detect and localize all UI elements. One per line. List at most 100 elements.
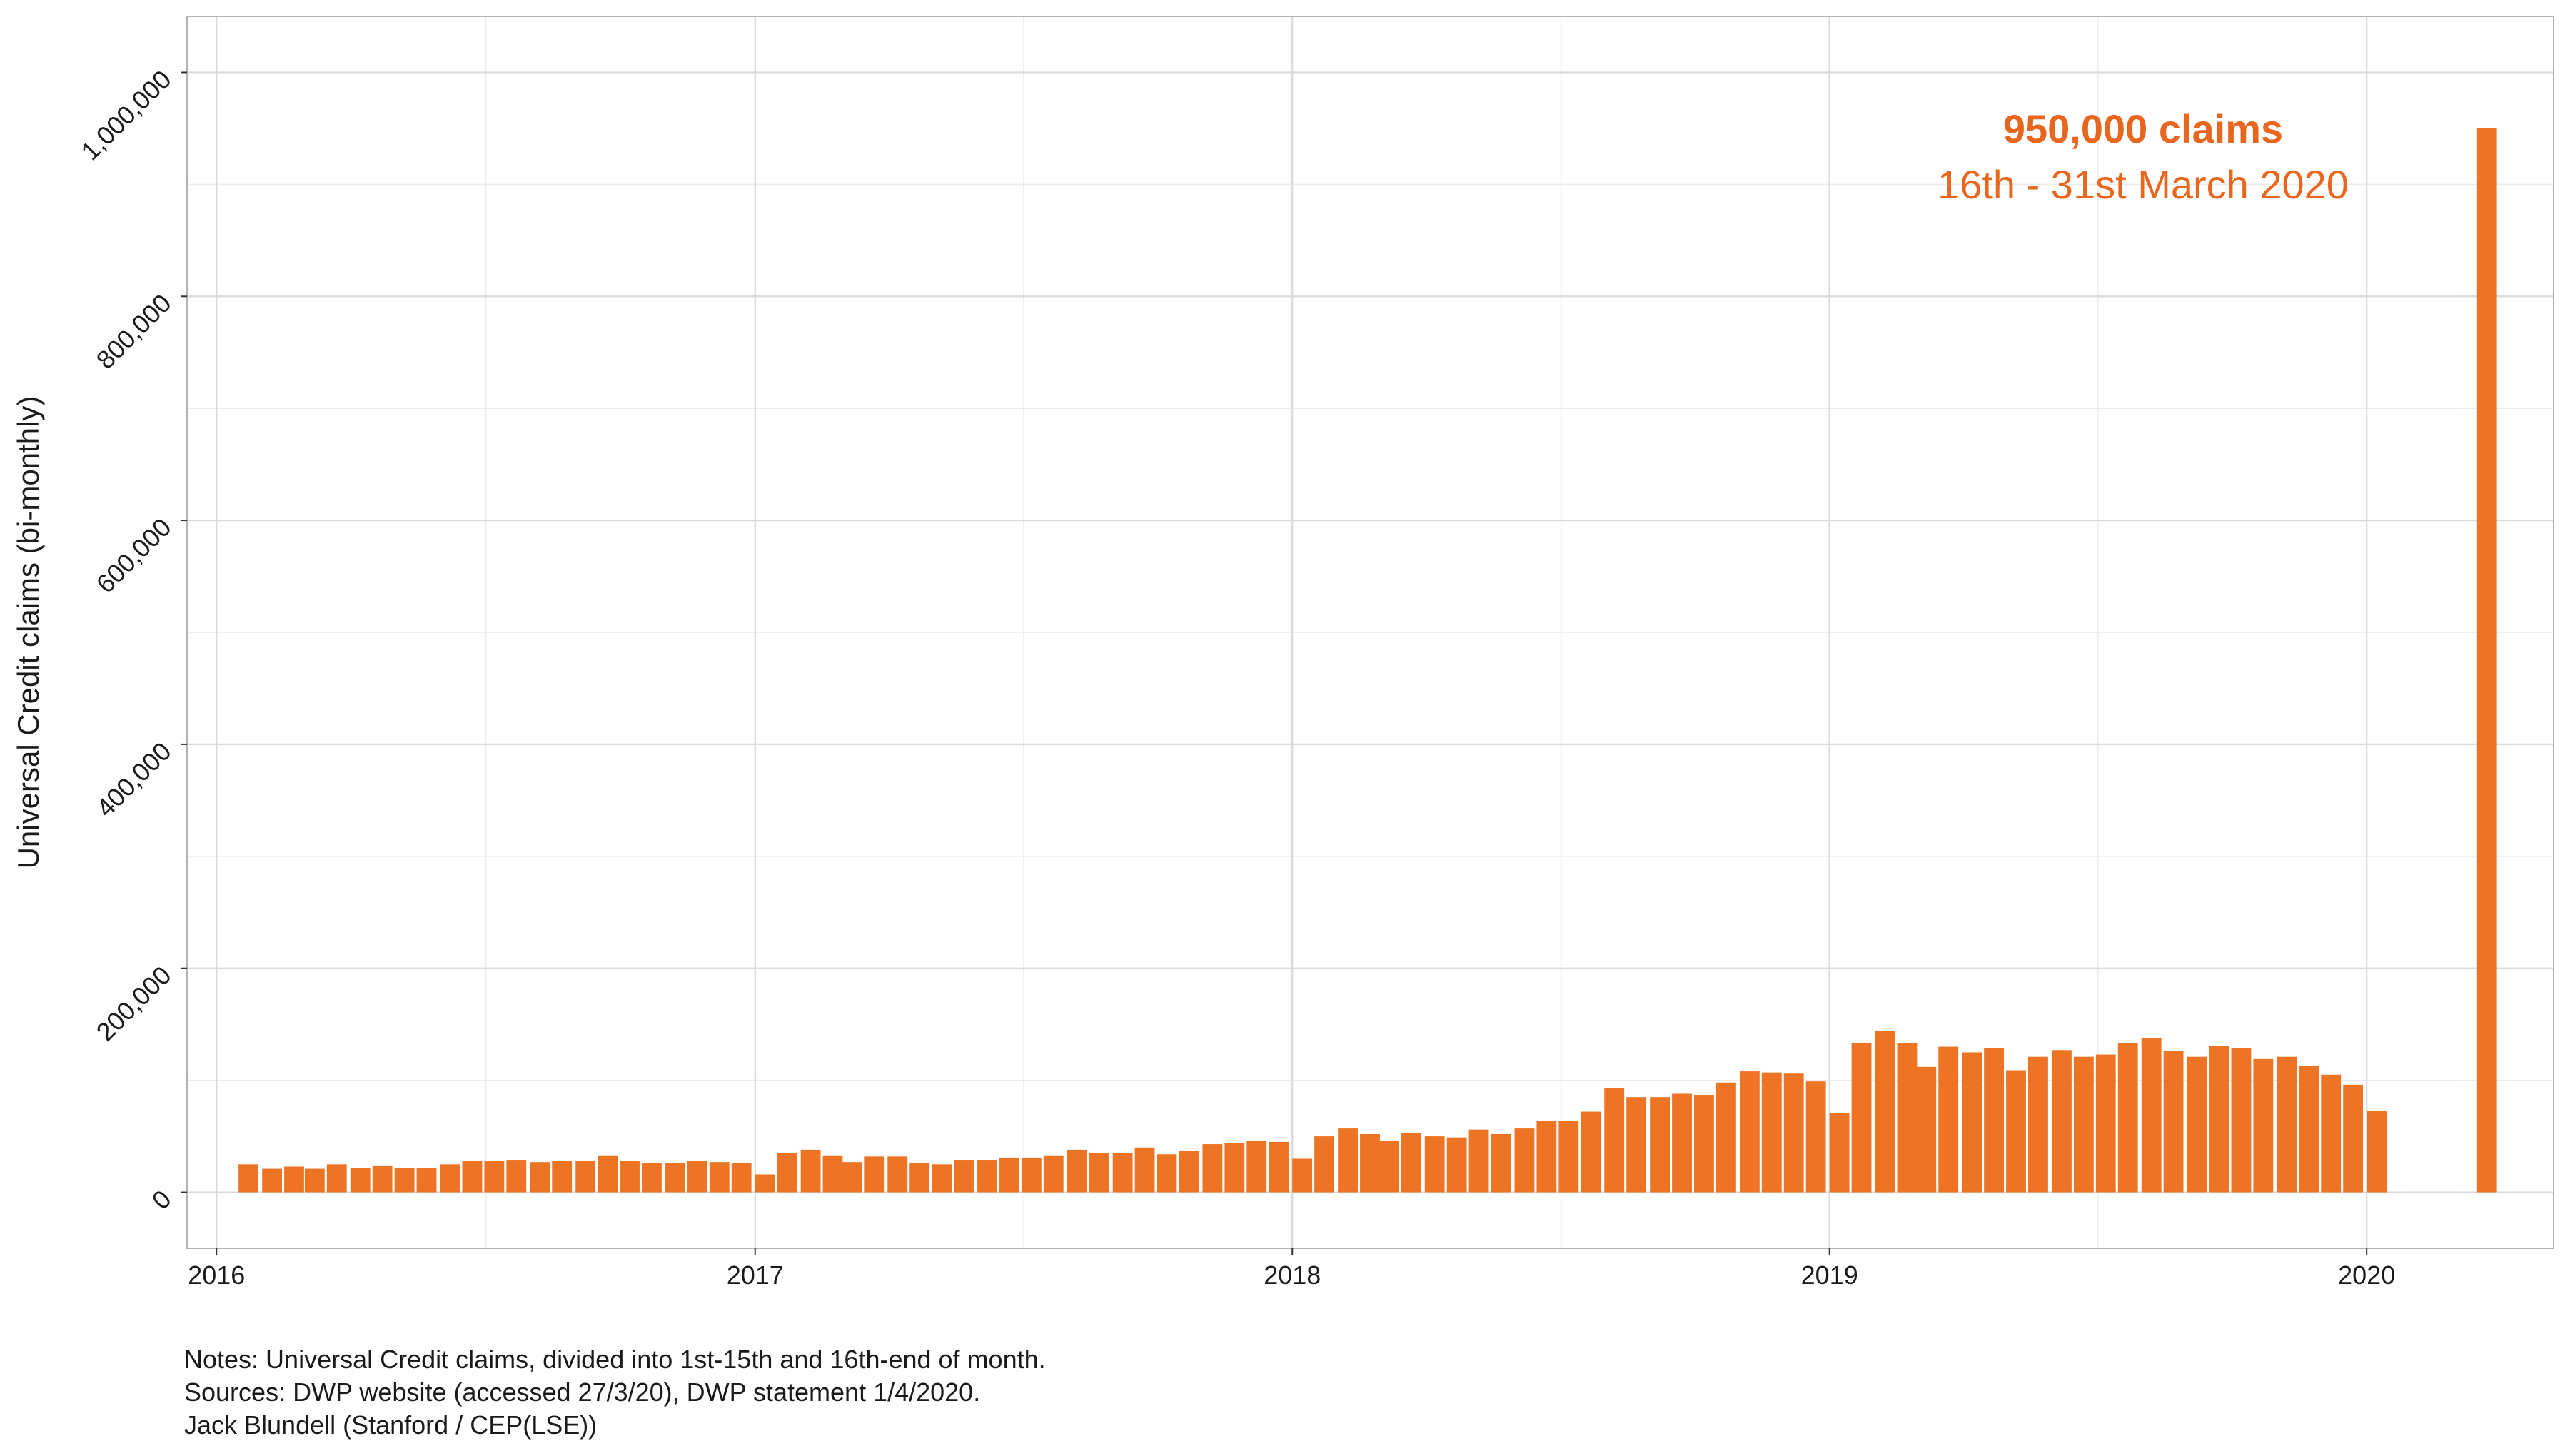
bar <box>2052 1050 2072 1193</box>
bar <box>2321 1074 2342 1193</box>
bar <box>2095 1054 2116 1193</box>
bar <box>1224 1143 1245 1193</box>
y-tick-label: 400,000 <box>91 737 177 823</box>
bar <box>687 1161 707 1193</box>
bar <box>2231 1048 2252 1193</box>
x-tick-label: 2019 <box>1801 1260 1858 1290</box>
chart-notes: Notes: Universal Credit claims, divided … <box>184 1343 1046 1442</box>
bar <box>506 1160 527 1193</box>
y-tick-label: 1,000,000 <box>75 64 176 166</box>
bar <box>1715 1082 1736 1193</box>
x-tick-label: 2020 <box>2338 1260 2395 1290</box>
bar <box>2367 1111 2387 1193</box>
y-tick-label: 200,000 <box>91 960 177 1046</box>
y-tick-label: 800,000 <box>91 288 177 375</box>
bar <box>2187 1056 2207 1193</box>
bar <box>575 1161 596 1193</box>
bar <box>755 1174 775 1193</box>
bar <box>665 1163 685 1193</box>
bar <box>1783 1073 1804 1193</box>
bar <box>2006 1070 2026 1193</box>
bar <box>284 1166 304 1193</box>
bar <box>932 1164 952 1193</box>
bar <box>2117 1043 2138 1193</box>
bar <box>304 1168 325 1193</box>
bar <box>1672 1093 1692 1193</box>
bar <box>954 1160 974 1193</box>
bar <box>1246 1141 1267 1193</box>
bar <box>394 1168 415 1193</box>
bar <box>1269 1141 1289 1193</box>
bar <box>1916 1066 1937 1193</box>
bar <box>1468 1129 1489 1193</box>
bar <box>1424 1136 1445 1193</box>
x-axis: 2016 2017 2018 2019 2020 <box>188 1248 2395 1290</box>
bar <box>2209 1045 2229 1193</box>
bar <box>1558 1121 1579 1193</box>
notes-line: Notes: Universal Credit claims, divided … <box>184 1345 1046 1374</box>
bar <box>977 1160 997 1193</box>
bar <box>238 1164 258 1193</box>
bar <box>1043 1155 1064 1193</box>
bar <box>642 1163 662 1193</box>
bar <box>350 1168 371 1193</box>
bar <box>2028 1056 2048 1193</box>
x-tick-label: 2017 <box>727 1260 784 1290</box>
bar <box>1360 1133 1380 1193</box>
bar <box>1536 1121 1557 1193</box>
minor-gridlines <box>187 16 2554 1248</box>
bar <box>1067 1149 1087 1193</box>
bar <box>598 1155 618 1193</box>
bar <box>1491 1133 1511 1193</box>
bar <box>1179 1151 1199 1193</box>
bar <box>1962 1052 1982 1193</box>
bar <box>709 1162 730 1193</box>
bar <box>262 1168 282 1193</box>
bar <box>1829 1113 1850 1193</box>
bar <box>1021 1157 1042 1193</box>
bar <box>2253 1058 2274 1193</box>
bar <box>887 1156 908 1193</box>
bar <box>530 1162 550 1193</box>
bar <box>1626 1097 1647 1193</box>
bar <box>1805 1081 1826 1193</box>
y-axis: 0 200,000 400,000 600,000 800,000 1,000,000 <box>75 64 187 1215</box>
bar <box>2073 1056 2094 1193</box>
bar <box>1446 1137 1467 1193</box>
bar <box>2476 128 2497 1193</box>
bar <box>1292 1158 1313 1193</box>
bar <box>1514 1128 1535 1193</box>
bar <box>372 1165 393 1193</box>
bar <box>1202 1144 1223 1193</box>
bar <box>2277 1056 2297 1193</box>
bar <box>822 1155 843 1193</box>
bar <box>999 1157 1019 1193</box>
bar <box>484 1161 505 1193</box>
bar <box>416 1168 437 1193</box>
author-line: Jack Blundell (Stanford / CEP(LSE)) <box>184 1410 598 1440</box>
bar <box>1112 1153 1133 1193</box>
bar <box>1401 1133 1421 1193</box>
bar <box>1604 1088 1625 1193</box>
bar <box>440 1164 460 1193</box>
sources-line: Sources: DWP website (accessed 27/3/20),… <box>184 1377 981 1407</box>
bar <box>731 1163 752 1193</box>
bar <box>1156 1154 1177 1193</box>
bar <box>1379 1141 1399 1193</box>
bar <box>1761 1072 1782 1193</box>
bar <box>1338 1128 1358 1193</box>
annotation-period: 16th - 31st March 2020 <box>1937 162 2349 207</box>
bar <box>1984 1048 2005 1193</box>
bar <box>1938 1046 1959 1193</box>
x-tick-label: 2018 <box>1264 1260 1321 1290</box>
bar <box>1650 1097 1670 1193</box>
bar <box>2141 1038 2162 1193</box>
plot-border <box>186 16 2554 1249</box>
annotation-claims: 950,000 claims <box>2003 106 2283 151</box>
bar <box>2299 1066 2319 1193</box>
bar <box>1739 1071 1760 1193</box>
y-axis-title: Universal Credit claims (bi-monthly) <box>11 396 45 869</box>
bar <box>620 1161 640 1193</box>
bar <box>1089 1153 1109 1193</box>
